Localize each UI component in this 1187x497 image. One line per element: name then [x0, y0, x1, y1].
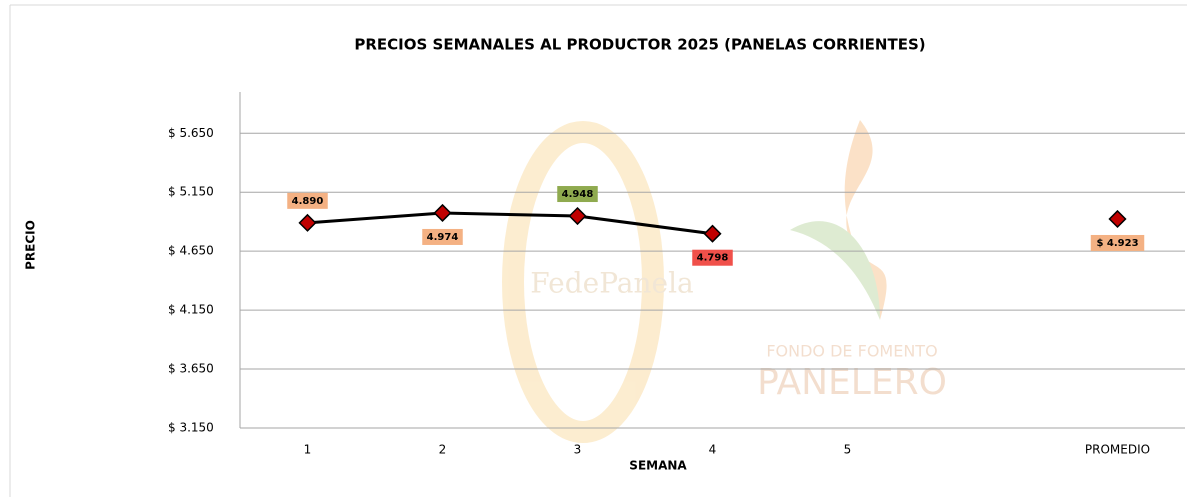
x-tick-label: 2: [439, 443, 447, 457]
chart-title: PRECIOS SEMANALES AL PRODUCTOR 2025 (PAN…: [354, 36, 925, 54]
x-tick-label: 3: [574, 443, 582, 457]
page: FedePanela FONDO DE FOMENTO PANELERO PRE…: [0, 0, 1187, 497]
marker: [435, 205, 451, 221]
watermark-text: PANELERO: [757, 362, 947, 403]
x-tick-label: 4: [709, 443, 717, 457]
watermark-text: FedePanela: [530, 267, 694, 300]
watermark: FedePanela FONDO DE FOMENTO PANELERO: [513, 120, 947, 432]
marker: [705, 226, 721, 242]
x-tick-label: 1: [304, 443, 312, 457]
y-tick-label: $ 3.150: [168, 421, 214, 435]
y-tick-label: $ 4.650: [168, 244, 214, 258]
data-label: $ 4.923: [1096, 238, 1138, 249]
x-tick-label: PROMEDIO: [1085, 443, 1150, 457]
watermark-text: FONDO DE FOMENTO: [766, 342, 937, 361]
marker: [1110, 211, 1126, 227]
data-label: 4.798: [697, 253, 729, 264]
chart: FedePanela FONDO DE FOMENTO PANELERO PRE…: [0, 0, 1187, 497]
y-tick-label: $ 4.150: [168, 303, 214, 317]
data-label: 4.974: [427, 232, 459, 243]
y-axis-title: PRECIO: [24, 220, 38, 270]
logo-leaf: [790, 221, 880, 320]
data-label: 4.948: [562, 189, 594, 200]
x-tick-label: 5: [844, 443, 852, 457]
y-tick-label: $ 5.650: [168, 126, 214, 140]
y-tick-label: $ 5.150: [168, 185, 214, 199]
x-axis-title: SEMANA: [629, 459, 687, 473]
data-label: 4.890: [292, 196, 324, 207]
marker: [570, 208, 586, 224]
y-tick-label: $ 3.650: [168, 362, 214, 376]
marker: [300, 215, 316, 231]
